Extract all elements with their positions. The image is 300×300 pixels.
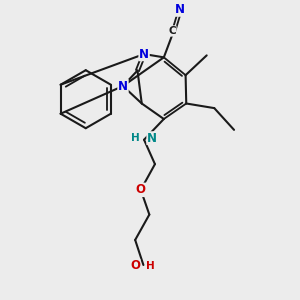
Text: N: N xyxy=(147,132,157,145)
Text: C: C xyxy=(168,26,176,36)
Text: N: N xyxy=(118,80,128,92)
Text: O: O xyxy=(136,183,146,196)
Text: H: H xyxy=(131,133,140,143)
Text: H: H xyxy=(146,261,155,271)
Text: N: N xyxy=(139,48,149,61)
Text: N: N xyxy=(175,3,185,16)
Text: O: O xyxy=(130,259,140,272)
